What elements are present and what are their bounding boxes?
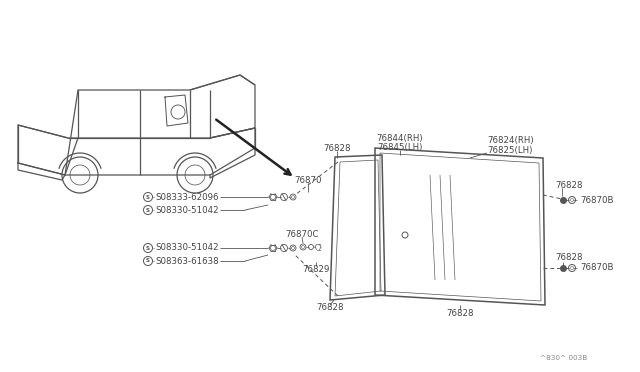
Text: 76870: 76870 — [294, 176, 322, 185]
Text: 76829: 76829 — [302, 266, 330, 275]
Text: S08333-62096: S08333-62096 — [155, 192, 218, 202]
Text: S: S — [146, 259, 150, 263]
Text: 76828: 76828 — [555, 180, 582, 189]
Text: S: S — [146, 208, 150, 212]
Text: S08330-51042: S08330-51042 — [155, 244, 219, 253]
Text: 76825(LH): 76825(LH) — [487, 145, 532, 154]
Text: S08363-61638: S08363-61638 — [155, 257, 219, 266]
Text: ^830^ 003B: ^830^ 003B — [540, 355, 587, 361]
Text: S: S — [146, 246, 150, 250]
Text: 76828: 76828 — [555, 253, 582, 263]
Text: 76870B: 76870B — [580, 196, 614, 205]
Text: 76870C: 76870C — [285, 230, 319, 238]
Text: S: S — [146, 195, 150, 199]
Text: 76828: 76828 — [446, 308, 474, 317]
Text: 76824(RH): 76824(RH) — [487, 135, 534, 144]
Text: 76844(RH): 76844(RH) — [377, 134, 423, 142]
Text: 76845(LH): 76845(LH) — [378, 142, 422, 151]
Text: 76828: 76828 — [316, 304, 344, 312]
Text: 76870B: 76870B — [580, 263, 614, 273]
Text: 76828: 76828 — [323, 144, 351, 153]
Text: S08330-51042: S08330-51042 — [155, 205, 219, 215]
